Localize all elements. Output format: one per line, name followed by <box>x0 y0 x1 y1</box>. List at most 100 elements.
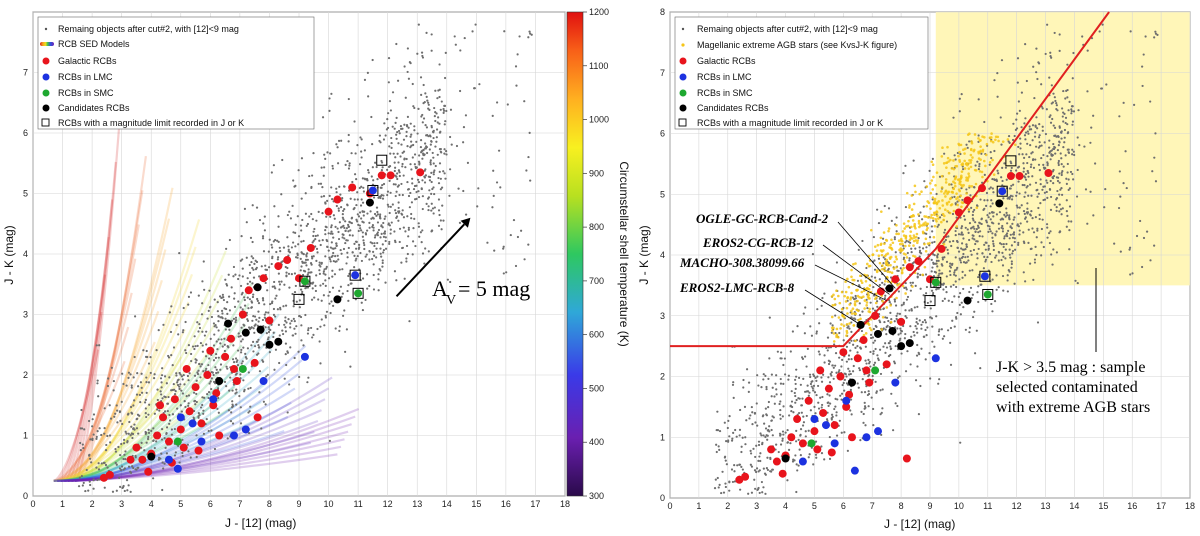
background-object-point <box>846 449 849 452</box>
background-object-point <box>446 278 449 281</box>
extreme-agb-star-point <box>912 244 915 247</box>
lmc-rcb-point <box>188 419 197 428</box>
background-object-point <box>1025 186 1028 189</box>
background-object-point <box>182 306 185 310</box>
background-object-point <box>401 127 404 130</box>
background-object-point <box>1105 83 1108 86</box>
background-object-point <box>317 298 320 301</box>
background-object-point <box>147 381 151 384</box>
background-object-point <box>834 405 837 408</box>
background-object-point <box>802 312 805 315</box>
right-rcb-points <box>735 155 1053 484</box>
background-object-point <box>878 297 882 300</box>
background-object-point <box>318 239 321 242</box>
background-object-point <box>410 217 413 220</box>
background-object-point <box>297 235 301 238</box>
background-object-point <box>1038 141 1041 144</box>
background-object-point <box>108 404 111 407</box>
extreme-agb-star-point <box>968 159 971 162</box>
background-object-point <box>341 213 344 216</box>
extreme-agb-star-point <box>980 170 984 174</box>
background-object-point <box>346 203 349 206</box>
background-object-point <box>885 346 889 349</box>
background-object-point <box>428 134 432 137</box>
background-object-point <box>820 403 824 407</box>
extreme-agb-star-point <box>895 232 898 236</box>
background-object-point <box>319 243 322 247</box>
background-object-point <box>232 275 235 278</box>
sed-model-track <box>60 347 213 482</box>
background-object-point <box>1129 273 1132 276</box>
background-object-point <box>371 58 374 62</box>
background-object-point <box>210 387 213 391</box>
background-object-point <box>444 51 447 54</box>
background-object-point <box>359 227 362 230</box>
sed-model-track <box>60 365 239 482</box>
extreme-agb-star-point <box>934 217 937 221</box>
background-object-point <box>1045 179 1048 182</box>
background-object-point <box>462 126 466 129</box>
background-object-point <box>224 328 227 331</box>
background-object-point <box>1067 178 1070 181</box>
background-object-point <box>1008 253 1011 256</box>
background-object-point <box>915 321 918 324</box>
background-object-point <box>276 239 279 242</box>
galactic-rcb-point <box>99 473 108 482</box>
background-object-point <box>312 152 315 155</box>
background-object-point <box>976 252 979 255</box>
background-object-point <box>972 225 975 228</box>
right-legend-marker-galactic <box>679 57 687 65</box>
background-object-point <box>81 484 84 487</box>
background-object-point <box>307 329 310 332</box>
background-object-point <box>103 407 106 410</box>
background-object-point <box>872 350 875 353</box>
candidate-rcb-point <box>147 452 156 461</box>
background-object-point <box>986 199 989 202</box>
background-object-point <box>843 378 846 381</box>
extreme-agb-star-point <box>947 160 950 163</box>
background-object-point <box>1072 51 1075 55</box>
background-object-point <box>790 410 793 413</box>
background-object-point <box>908 309 911 312</box>
background-object-point <box>295 325 298 328</box>
background-object-point <box>415 166 419 169</box>
left-legend-label-4: RCBs in SMC <box>58 88 114 98</box>
extreme-agb-star-point <box>840 290 844 294</box>
background-object-point <box>779 413 782 416</box>
extreme-agb-star-point <box>885 306 889 309</box>
background-object-point <box>1071 148 1074 151</box>
background-object-point <box>291 292 294 296</box>
background-object-point <box>179 404 182 407</box>
background-object-point <box>398 193 401 197</box>
background-object-point <box>894 344 897 348</box>
background-object-point <box>741 436 744 439</box>
x-tick-label: 4 <box>149 499 154 509</box>
background-object-point <box>407 226 410 229</box>
background-object-point <box>409 163 412 166</box>
extreme-agb-star-point <box>947 183 951 186</box>
right-legend-label-1: Magellanic extreme AGB stars (see KvsJ-K… <box>697 40 897 50</box>
background-object-point <box>407 194 411 198</box>
background-object-point <box>942 283 945 286</box>
extreme-agb-star-point <box>921 231 925 235</box>
background-object-point <box>1104 188 1107 191</box>
background-object-point <box>286 236 289 239</box>
background-object-point <box>990 260 993 264</box>
background-object-point <box>848 341 851 344</box>
extreme-agb-star-point <box>942 192 946 195</box>
background-object-point <box>1002 245 1005 249</box>
background-object-point <box>243 296 246 299</box>
background-object-point <box>428 179 432 182</box>
extreme-agb-star-point <box>965 192 968 195</box>
background-object-point <box>300 197 303 200</box>
background-object-point <box>725 463 728 466</box>
background-object-point <box>292 317 295 320</box>
background-object-point <box>907 240 910 243</box>
background-object-point <box>765 388 768 391</box>
background-object-point <box>308 215 311 218</box>
background-object-point <box>1006 197 1009 200</box>
background-object-point <box>360 259 364 263</box>
background-object-point <box>777 450 780 454</box>
background-object-point <box>394 156 397 159</box>
background-object-point <box>1118 115 1121 118</box>
